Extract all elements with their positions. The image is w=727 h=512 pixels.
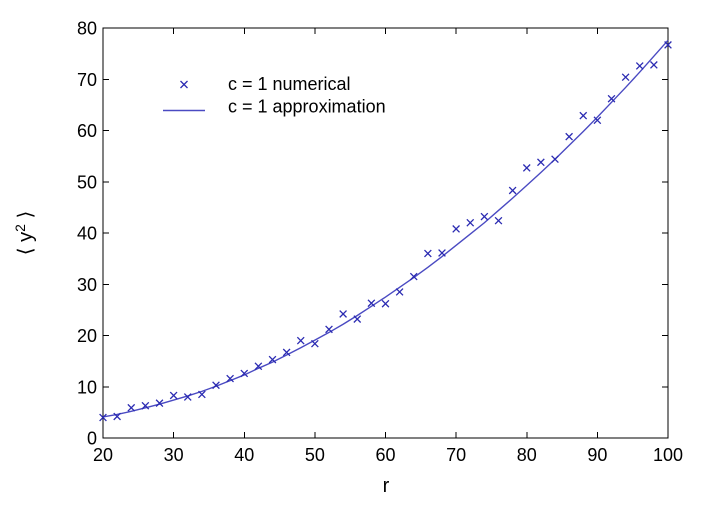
data-point-marker	[353, 315, 362, 323]
data-point-marker	[325, 325, 333, 334]
data-point-marker	[155, 399, 164, 408]
data-point-marker	[367, 299, 376, 308]
approximation-line-series	[102, 39, 669, 418]
y-tick-label: 40	[77, 224, 97, 244]
data-point-marker	[466, 218, 475, 227]
y-axis-label-superscript: 2	[12, 224, 28, 232]
x-tick-label: 60	[375, 445, 395, 465]
data-point-marker	[381, 299, 390, 308]
y-tick-label: 30	[77, 275, 97, 295]
x-tick-label: 30	[164, 445, 184, 465]
y-axis-label: ⟨ y2 ⟩	[12, 211, 37, 256]
data-point-marker	[537, 158, 545, 167]
data-point-marker	[311, 339, 319, 348]
data-point-marker	[169, 391, 178, 400]
x-tick-label: 20	[93, 445, 113, 465]
y-tick-label: 20	[77, 326, 97, 346]
data-point-marker	[480, 212, 489, 221]
data-point-marker	[409, 272, 418, 281]
data-point-marker	[226, 374, 234, 383]
data-point-marker	[635, 62, 644, 70]
data-point-marker	[424, 249, 432, 258]
data-point-marker	[198, 390, 206, 399]
y-tick-label: 50	[77, 172, 97, 192]
data-point-marker	[99, 413, 107, 422]
y-tick-label: 70	[77, 70, 97, 90]
data-point-marker	[438, 249, 446, 257]
data-point-marker	[522, 164, 531, 172]
x-tick-label: 40	[234, 445, 254, 465]
y-axis-label-open: ⟨ y	[15, 232, 37, 255]
plot-area-box	[102, 27, 669, 439]
x-tick-label: 50	[305, 445, 325, 465]
data-point-marker	[664, 41, 672, 49]
x-tick-label: 100	[653, 445, 683, 465]
y-tick-labels: 0 10 20 30 40 50 60 70 80	[77, 19, 97, 449]
x-tick-label: 70	[446, 445, 466, 465]
legend-label-approximation: c = 1 approximation	[228, 97, 386, 117]
data-point-marker	[395, 288, 404, 296]
data-point-marker	[579, 111, 588, 120]
y-tick-label: 80	[77, 19, 97, 39]
y-tick-label: 10	[77, 377, 97, 397]
numerical-scatter-markers	[99, 41, 672, 422]
x-axis-label: r	[383, 475, 390, 497]
data-point-marker	[452, 225, 460, 233]
legend-numerical-marker-sample	[180, 80, 188, 89]
legend: c = 1 numerical c = 1 approximation	[163, 74, 386, 117]
data-point-marker	[127, 403, 136, 412]
data-point-marker	[494, 216, 503, 225]
data-point-marker	[113, 412, 121, 421]
x-tick-labels: 20 30 40 50 60 70 80 90 100	[93, 445, 683, 465]
data-point-marker	[565, 132, 573, 141]
x-tick-label: 80	[517, 445, 537, 465]
data-point-marker	[240, 369, 249, 378]
y-tick-label: 60	[77, 121, 97, 141]
data-point-marker	[650, 61, 658, 69]
data-point-marker	[339, 310, 347, 318]
y-tick-label: 0	[87, 429, 97, 449]
data-point-marker	[212, 381, 220, 390]
axis-ticks	[102, 27, 669, 439]
x-tick-label: 90	[587, 445, 607, 465]
data-point-marker	[254, 362, 263, 371]
data-point-marker	[607, 94, 616, 103]
data-point-marker	[621, 73, 630, 82]
data-point-marker	[551, 155, 559, 164]
data-point-marker	[282, 348, 291, 357]
data-point-marker	[183, 393, 192, 401]
data-point-marker	[141, 401, 150, 410]
data-point-marker	[593, 116, 602, 125]
y-axis-label-close: ⟩	[15, 211, 37, 224]
data-point-marker	[268, 355, 277, 364]
data-point-marker	[296, 336, 305, 345]
data-point-marker	[508, 186, 517, 195]
legend-label-numerical: c = 1 numerical	[228, 74, 351, 94]
